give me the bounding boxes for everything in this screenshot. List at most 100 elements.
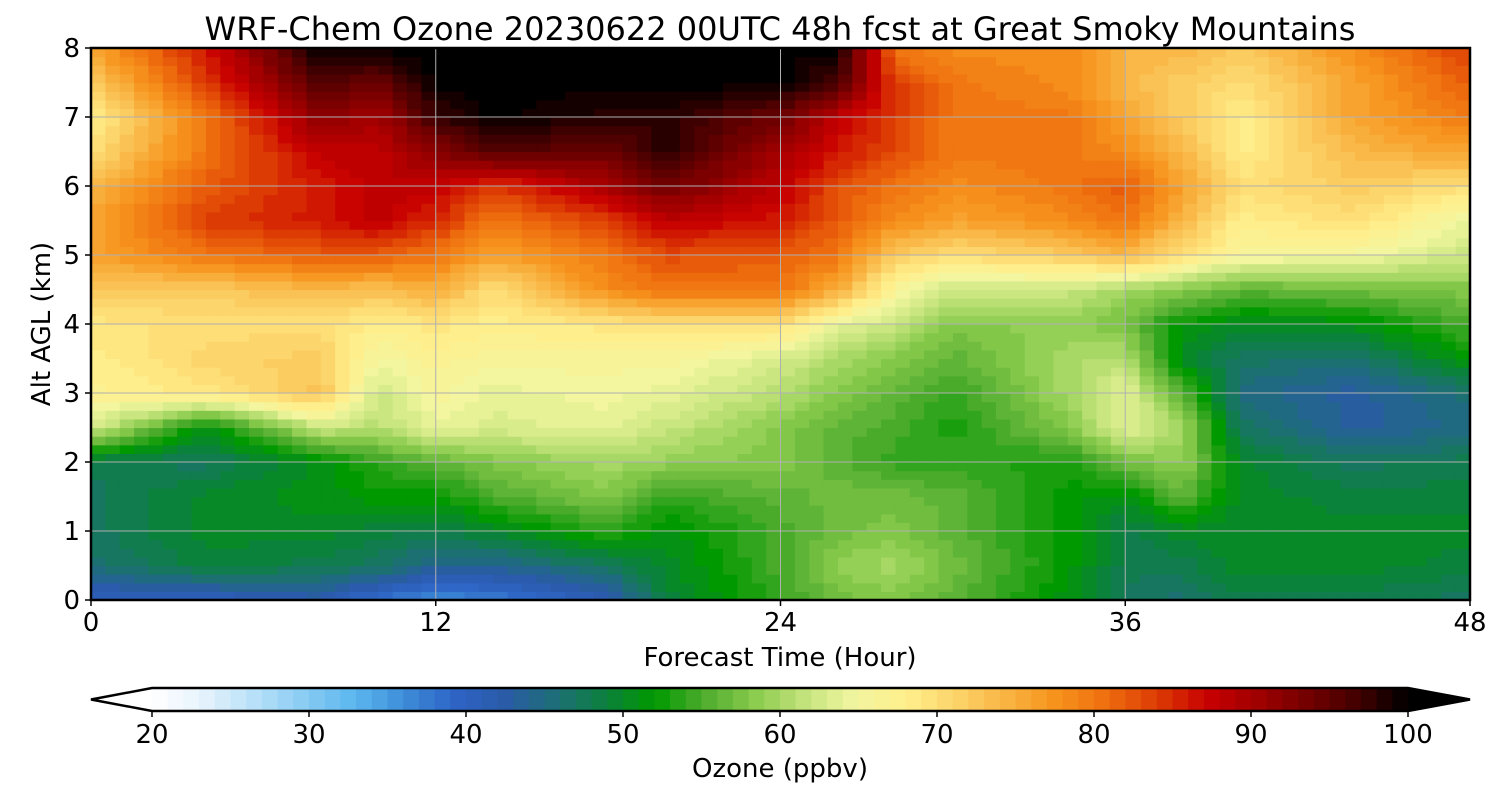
heatmap-cell: [895, 393, 911, 403]
heatmap-cell: [665, 177, 681, 187]
heatmap-cell: [306, 255, 322, 265]
heatmap-cell: [1369, 194, 1385, 204]
heatmap-cell: [277, 203, 293, 213]
heatmap-cell: [651, 565, 667, 575]
heatmap-cell: [1268, 513, 1284, 523]
heatmap-cell: [363, 229, 379, 239]
heatmap-cell: [1412, 160, 1428, 170]
heatmap-cell: [1297, 505, 1313, 515]
heatmap-cell: [1125, 324, 1141, 334]
heatmap-cell: [1297, 160, 1313, 170]
heatmap-cell: [1441, 505, 1457, 515]
heatmap-cell: [995, 453, 1011, 463]
heatmap-cell: [349, 220, 365, 230]
heatmap-cell: [363, 168, 379, 178]
heatmap-cell: [565, 410, 580, 420]
heatmap-cell: [608, 462, 624, 472]
heatmap-cell: [1268, 375, 1284, 385]
heatmap-cell: [1096, 375, 1112, 385]
heatmap-cell: [1182, 393, 1198, 403]
heatmap-cell: [205, 479, 221, 489]
heatmap-cell: [435, 539, 451, 549]
heatmap-cell: [952, 462, 968, 472]
heatmap-cell: [909, 462, 925, 472]
heatmap-cell: [608, 168, 624, 178]
heatmap-cell: [1139, 255, 1155, 265]
heatmap-cell: [536, 211, 552, 222]
heatmap-cell: [1398, 160, 1414, 170]
heatmap-cell: [866, 220, 882, 230]
heatmap-cell: [636, 418, 652, 429]
heatmap-cell: [1369, 427, 1385, 437]
heatmap-cell: [521, 203, 537, 213]
heatmap-cell: [636, 565, 652, 575]
heatmap-cell: [378, 479, 394, 489]
heatmap-cell: [579, 177, 595, 187]
heatmap-cell: [737, 280, 753, 291]
heatmap-cell: [881, 255, 897, 265]
heatmap-cell: [363, 306, 379, 316]
heatmap-cell: [1125, 160, 1141, 170]
heatmap-cell: [708, 393, 724, 403]
heatmap-cell: [723, 565, 738, 575]
heatmap-cell: [134, 556, 150, 567]
heatmap-cell: [679, 229, 695, 239]
heatmap-cell: [1254, 548, 1270, 558]
heatmap-cell: [536, 470, 552, 480]
heatmap-cell: [909, 513, 925, 523]
heatmap-cell: [1340, 229, 1356, 239]
heatmap-cell: [967, 444, 983, 454]
heatmap-cell: [823, 436, 839, 446]
heatmap-cell: [924, 384, 940, 394]
heatmap-cell: [1455, 401, 1470, 411]
heatmap-cell: [205, 556, 221, 567]
heatmap-cell: [995, 574, 1011, 584]
heatmap-cell: [450, 194, 466, 204]
heatmap-cell: [105, 168, 121, 178]
heatmap-cell: [177, 522, 193, 532]
heatmap-cell: [292, 375, 308, 385]
heatmap-cell: [565, 211, 580, 222]
heatmap-cell: [1110, 220, 1126, 230]
heatmap-cell: [967, 289, 983, 299]
heatmap-cell: [1369, 168, 1385, 178]
heatmap-cell: [837, 556, 853, 567]
heatmap-cell: [794, 160, 810, 170]
heatmap-cell: [91, 462, 106, 472]
heatmap-cell: [1383, 375, 1399, 385]
heatmap-cell: [507, 315, 523, 325]
heatmap-cell: [363, 444, 379, 454]
heatmap-cell: [1024, 556, 1040, 567]
heatmap-cell: [1182, 505, 1198, 515]
heatmap-cell: [263, 160, 279, 170]
heatmap-cell: [378, 574, 394, 584]
heatmap-cell: [1225, 237, 1241, 247]
heatmap-cell: [651, 298, 667, 308]
heatmap-cell: [794, 246, 810, 256]
heatmap-cell: [464, 203, 480, 213]
heatmap-cell: [335, 194, 351, 204]
heatmap-cell: [1039, 315, 1055, 325]
heatmap-cell: [205, 194, 221, 204]
heatmap-cell: [837, 427, 853, 437]
heatmap-cell: [119, 436, 135, 446]
heatmap-cell: [220, 548, 236, 558]
heatmap-cell: [679, 539, 695, 549]
heatmap-cell: [1326, 479, 1342, 489]
heatmap-cell: [249, 436, 264, 446]
heatmap-cell: [1369, 332, 1385, 342]
heatmap-cell: [981, 177, 997, 187]
heatmap-cell: [119, 280, 135, 291]
heatmap-cell: [91, 177, 106, 187]
heatmap-cell: [909, 272, 925, 282]
heatmap-cell: [220, 375, 236, 385]
heatmap-cell: [837, 177, 853, 187]
heatmap-cell: [809, 410, 825, 420]
heatmap-cell: [967, 315, 983, 325]
heatmap-cell: [507, 479, 523, 489]
heatmap-cell: [823, 263, 839, 273]
heatmap-cell: [794, 255, 810, 265]
heatmap-cell: [263, 324, 279, 334]
heatmap-cell: [91, 168, 106, 178]
heatmap-cell: [679, 487, 695, 498]
